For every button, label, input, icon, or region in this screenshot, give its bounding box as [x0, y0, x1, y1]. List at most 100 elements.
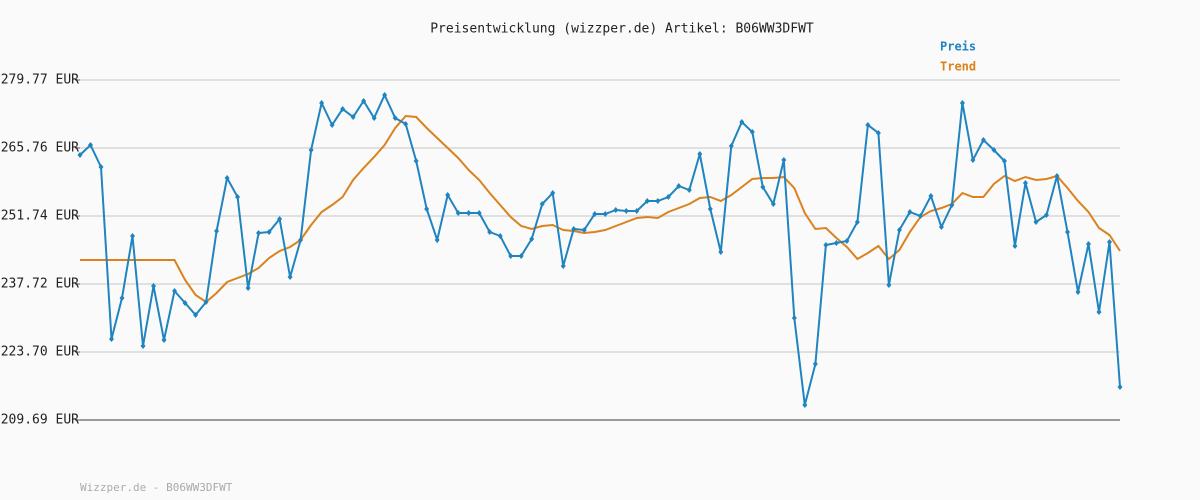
marker [676, 183, 682, 190]
marker [970, 157, 976, 164]
marker [991, 147, 997, 154]
marker [214, 227, 220, 234]
y-tick-label: 251.74 EUR [1, 208, 79, 223]
marker [350, 114, 356, 121]
marker [151, 282, 157, 289]
marker [298, 237, 304, 244]
marker [130, 232, 136, 239]
marker [949, 201, 955, 208]
marker [1085, 240, 1091, 247]
marker [791, 314, 797, 321]
marker [193, 311, 199, 318]
marker [382, 91, 388, 98]
marker [1012, 242, 1018, 249]
marker [434, 237, 440, 244]
marker [823, 242, 829, 249]
marker [550, 189, 556, 196]
marker [508, 252, 514, 259]
marker [88, 142, 94, 149]
marker [865, 121, 871, 128]
marker [455, 209, 461, 216]
marker [770, 201, 776, 208]
marker [445, 191, 451, 198]
marker [518, 252, 524, 259]
marker [560, 262, 566, 269]
marker [1043, 211, 1049, 218]
y-tick-label: 237.72 EUR [1, 277, 79, 292]
marker [938, 224, 944, 231]
marker [329, 121, 335, 128]
marker [319, 99, 325, 106]
marker [98, 163, 104, 170]
marker [760, 183, 766, 190]
marker [1106, 238, 1112, 245]
marker [665, 193, 671, 200]
marker [361, 98, 367, 105]
marker [413, 157, 419, 164]
marker [697, 150, 703, 157]
marker [403, 121, 409, 128]
legend-entry: Preis [940, 40, 976, 54]
marker [644, 197, 650, 204]
marker [749, 129, 755, 136]
marker [917, 212, 923, 219]
y-tick-label: 279.77 EUR [1, 73, 79, 88]
marker [109, 335, 115, 342]
marker [371, 114, 377, 121]
marker [1022, 179, 1028, 186]
marker [529, 235, 535, 242]
marker [182, 299, 188, 306]
marker [340, 106, 346, 113]
marker [844, 237, 850, 244]
marker [655, 197, 661, 204]
marker [812, 360, 818, 367]
marker [224, 175, 230, 182]
marker [77, 152, 83, 159]
marker [256, 229, 262, 236]
marker [140, 342, 146, 349]
marker [686, 186, 692, 193]
marker [623, 207, 629, 214]
marker [592, 211, 598, 218]
marker [161, 336, 167, 343]
marker [497, 232, 503, 239]
marker [980, 137, 986, 144]
line-1 [80, 114, 1121, 304]
marker [571, 225, 577, 232]
marker [781, 157, 787, 164]
marker [1117, 383, 1123, 390]
marker [1033, 219, 1039, 226]
marker [634, 207, 640, 214]
marker [928, 193, 934, 200]
marker [739, 119, 745, 126]
y-tick-label: 223.70 EUR [1, 345, 79, 360]
marker [266, 229, 272, 236]
line-0 [79, 92, 1121, 406]
marker [1075, 288, 1081, 295]
marker [728, 142, 734, 149]
marker [707, 206, 713, 213]
marker [581, 227, 587, 234]
marker [907, 209, 913, 216]
marker [308, 147, 314, 154]
marker [119, 294, 125, 301]
marker [235, 193, 241, 200]
marker [602, 211, 608, 218]
marker [802, 401, 808, 408]
marker [833, 239, 839, 246]
marker [1064, 229, 1070, 236]
marker [854, 219, 860, 226]
marker [539, 201, 545, 208]
marker [277, 215, 283, 222]
marker [487, 229, 493, 236]
marker [203, 298, 209, 305]
marker [875, 129, 881, 136]
marker [245, 284, 251, 291]
marker [1001, 157, 1007, 164]
y-tick-label: 209.69 EUR [1, 413, 79, 428]
marker [718, 248, 724, 255]
marker [959, 99, 965, 106]
